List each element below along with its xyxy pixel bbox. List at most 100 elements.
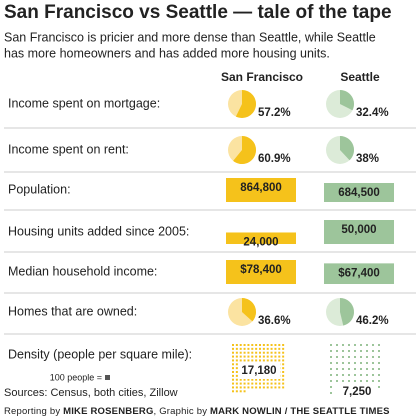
dot xyxy=(342,380,344,382)
dot xyxy=(330,362,332,364)
dot xyxy=(243,344,246,346)
dot xyxy=(270,351,273,354)
dot xyxy=(360,344,362,346)
dot xyxy=(239,386,242,389)
value-label: 7,250 xyxy=(343,386,372,398)
dot xyxy=(232,367,234,370)
dot xyxy=(360,380,362,382)
dot xyxy=(372,374,374,376)
dot xyxy=(262,355,265,358)
subtitle: San Francisco is pricier and more dense … xyxy=(4,30,376,44)
dot xyxy=(278,382,281,385)
row-label: Income spent on mortgage: xyxy=(8,96,160,110)
row-label: Housing units added since 2005: xyxy=(8,224,189,238)
credit: Reporting by MIKE ROSENBERG, Graphic by … xyxy=(4,406,390,417)
dot xyxy=(342,350,344,352)
dot xyxy=(330,350,332,352)
dot xyxy=(255,347,258,350)
credit-text: , Graphic by xyxy=(154,406,210,417)
dot xyxy=(259,347,261,350)
dot xyxy=(239,351,242,354)
dot xyxy=(274,344,277,346)
dot xyxy=(235,363,238,366)
dot xyxy=(259,382,261,385)
dot xyxy=(282,378,285,381)
dot xyxy=(372,356,374,358)
dot xyxy=(336,350,338,352)
dot xyxy=(259,355,261,358)
bar xyxy=(226,178,296,202)
dot xyxy=(259,359,261,362)
dot xyxy=(239,355,242,358)
dot xyxy=(342,344,344,346)
row-label: Density (people per square mile): xyxy=(8,347,192,361)
dot xyxy=(330,374,332,376)
dot xyxy=(378,350,380,352)
dot xyxy=(235,386,238,389)
dot xyxy=(366,362,368,364)
pie-slice xyxy=(233,136,256,164)
credit-text: Reporting by xyxy=(4,406,63,417)
value-label: 684,500 xyxy=(338,187,380,199)
dot xyxy=(243,359,246,362)
dot xyxy=(255,386,258,389)
label-bg xyxy=(336,384,378,400)
row-label: Median household income: xyxy=(8,264,157,278)
dot xyxy=(274,355,277,358)
row-label: Homes that are owned: xyxy=(8,304,137,318)
dot xyxy=(235,378,238,381)
dot xyxy=(366,368,368,370)
dot xyxy=(348,374,350,376)
dot xyxy=(354,362,356,364)
dot xyxy=(232,382,234,385)
dot xyxy=(330,356,332,358)
dot xyxy=(378,362,380,364)
dot xyxy=(360,374,362,376)
dot xyxy=(259,351,261,354)
dot xyxy=(243,378,246,381)
pie-slice xyxy=(235,90,257,119)
dot xyxy=(266,355,269,358)
dot xyxy=(262,344,265,346)
dot xyxy=(348,350,350,352)
dot xyxy=(251,347,254,350)
bar xyxy=(226,232,296,244)
dot xyxy=(255,355,258,358)
dot xyxy=(274,347,277,350)
dot xyxy=(243,382,246,385)
dot xyxy=(251,351,254,354)
dot xyxy=(262,359,265,362)
dot xyxy=(342,356,344,358)
dot xyxy=(232,371,234,373)
dot xyxy=(239,347,242,350)
dot xyxy=(278,347,281,350)
dot xyxy=(330,380,332,382)
dot xyxy=(266,378,269,381)
dot xyxy=(282,367,285,370)
dot xyxy=(274,359,277,362)
dot xyxy=(266,347,269,350)
dot xyxy=(235,359,238,362)
dot xyxy=(239,378,242,381)
dot xyxy=(262,347,265,350)
dot xyxy=(232,378,234,381)
bar xyxy=(324,220,394,244)
pie-slice xyxy=(340,136,355,161)
bar xyxy=(324,263,394,284)
dot xyxy=(243,390,246,393)
dot xyxy=(282,386,285,389)
dot xyxy=(247,355,250,358)
value-label: 864,800 xyxy=(240,182,282,194)
dot xyxy=(330,344,332,346)
dot xyxy=(247,344,250,346)
dot xyxy=(243,351,246,354)
value-label: $78,400 xyxy=(240,264,282,276)
dot xyxy=(282,374,285,377)
dot xyxy=(330,368,332,370)
dot xyxy=(378,386,380,388)
bar xyxy=(324,183,394,202)
dot xyxy=(235,347,238,350)
dot-legend: 100 people = xyxy=(50,372,102,382)
dot xyxy=(282,347,285,350)
